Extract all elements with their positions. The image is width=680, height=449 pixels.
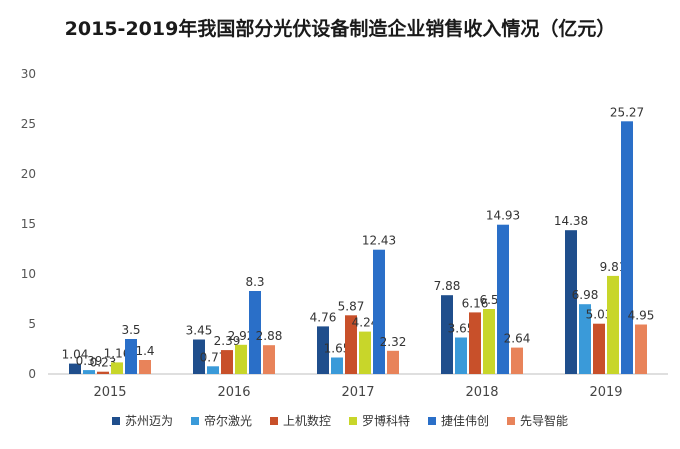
bar	[579, 304, 591, 374]
data-label: 25.27	[610, 105, 644, 119]
data-label: 1.04	[62, 348, 89, 362]
bar	[331, 357, 343, 374]
bar	[317, 326, 329, 374]
y-tick-label: 30	[21, 67, 36, 81]
data-label: 7.88	[434, 279, 461, 293]
bar	[497, 224, 509, 374]
bar	[455, 337, 467, 374]
bar	[359, 331, 371, 374]
bar	[387, 350, 399, 374]
legend-item: 捷佳伟创	[428, 412, 489, 429]
data-label: 4.24	[352, 316, 379, 330]
bar	[263, 345, 275, 374]
data-label: 12.43	[362, 234, 396, 248]
data-label: 2.88	[256, 329, 283, 343]
bar	[511, 347, 523, 374]
x-tick-label: 2017	[341, 385, 374, 400]
data-label: 2.39	[214, 334, 241, 348]
legend-item: 苏州迈为	[111, 412, 173, 429]
chart-title: 2015-2019年我国部分光伏设备制造企业销售收入情况（亿元）	[64, 18, 616, 40]
bar	[593, 323, 605, 374]
data-label: 1.65	[324, 342, 351, 356]
bar	[373, 249, 385, 374]
bar	[139, 360, 151, 374]
bar	[97, 371, 109, 374]
legend-label: 苏州迈为	[124, 414, 173, 428]
data-label: 6.98	[572, 288, 599, 302]
data-label: 3.5	[121, 323, 140, 337]
x-tick-label: 2019	[589, 385, 622, 400]
x-tick-label: 2015	[93, 385, 126, 400]
data-label: 14.38	[554, 214, 588, 228]
legend-item: 上机数控	[269, 412, 331, 429]
bar	[249, 291, 261, 374]
bar	[125, 339, 137, 374]
bar	[193, 339, 205, 374]
bar	[469, 312, 481, 374]
bar	[621, 121, 633, 374]
legend-swatch	[428, 416, 437, 425]
data-label: 4.95	[628, 309, 655, 323]
data-label: 6.16	[462, 296, 489, 310]
data-label: 5.03	[586, 308, 613, 322]
legend-item: 先导智能	[507, 412, 568, 429]
y-tick-label: 20	[21, 167, 36, 181]
bar	[235, 344, 247, 374]
data-label: 1.16	[104, 346, 131, 360]
y-tick-label: 25	[21, 117, 36, 131]
bar	[607, 275, 619, 374]
data-label: 14.93	[486, 209, 520, 223]
chart-legend: 苏州迈为 帝尔激光 上机数控 罗博科特 捷佳伟创 先导智能	[0, 412, 680, 429]
legend-label: 捷佳伟创	[441, 414, 490, 428]
bar	[345, 315, 357, 374]
bar	[565, 230, 577, 374]
legend-label: 先导智能	[520, 414, 569, 428]
bar	[83, 370, 95, 374]
data-label: 2.64	[504, 332, 531, 346]
y-tick-label: 0	[28, 367, 36, 381]
bar	[635, 324, 647, 374]
data-label: 5.87	[338, 299, 365, 313]
legend-swatch	[111, 416, 120, 425]
legend-swatch	[349, 416, 357, 425]
data-label: 9.81	[600, 260, 627, 274]
bar	[441, 295, 453, 374]
data-label: 4.76	[310, 310, 337, 324]
x-tick-label: 2018	[465, 385, 498, 400]
legend-swatch	[190, 416, 199, 425]
data-label: 3.65	[448, 322, 475, 336]
y-tick-label: 10	[21, 267, 36, 281]
y-tick-label: 5	[28, 317, 36, 331]
data-label: 2.32	[380, 335, 407, 349]
legend-item: 罗博科特	[349, 412, 410, 429]
bar	[111, 362, 123, 374]
x-tick-label: 2016	[217, 385, 250, 400]
data-label: 3.45	[186, 324, 213, 338]
bar	[207, 366, 219, 374]
legend-label: 罗博科特	[362, 414, 411, 428]
data-label: 0.23	[90, 356, 117, 370]
legend-label: 上机数控	[282, 414, 331, 428]
bar	[221, 350, 233, 374]
legend-swatch	[269, 416, 278, 425]
bar	[483, 309, 495, 374]
data-label: 2.92	[228, 329, 255, 343]
legend-swatch	[507, 416, 516, 425]
data-label: 0.77	[200, 350, 227, 364]
data-label: 0.39	[76, 354, 103, 368]
legend-label: 帝尔激光	[203, 414, 252, 428]
bar	[69, 363, 81, 374]
legend-item: 帝尔激光	[190, 412, 252, 429]
data-label: 6.5	[479, 293, 498, 307]
data-label: 1.4	[135, 344, 154, 358]
y-tick-label: 15	[21, 217, 36, 231]
data-label: 8.3	[245, 275, 264, 289]
